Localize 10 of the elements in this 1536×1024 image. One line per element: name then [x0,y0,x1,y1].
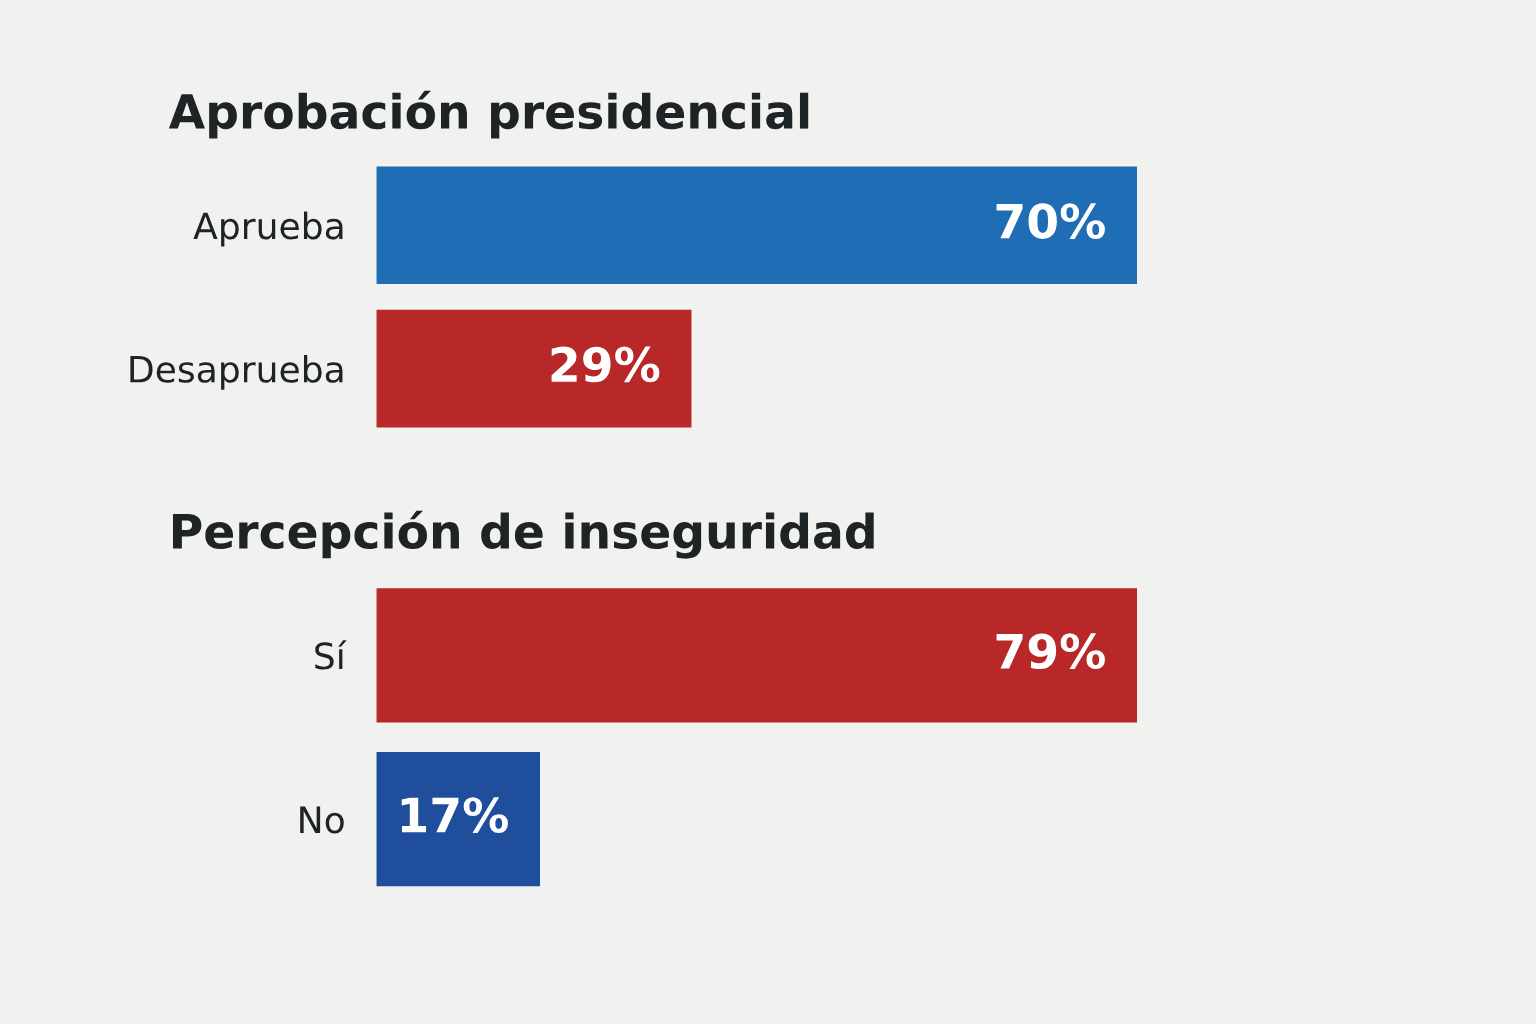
y-tick-label: Desaprueba [130,354,343,390]
y-tick-label: Sí [315,640,347,670]
data-label: 17% [401,797,508,833]
data-label: 70% [996,203,1105,239]
data-label: 79% [996,633,1105,670]
chart-title: Aprobación presidencial [168,90,809,139]
y-tick-label: No [300,806,344,834]
chart-title: Percepción de inseguridad [172,510,874,559]
y-tick-label: Aprueba [193,211,343,247]
data-label: 29% [551,346,660,383]
